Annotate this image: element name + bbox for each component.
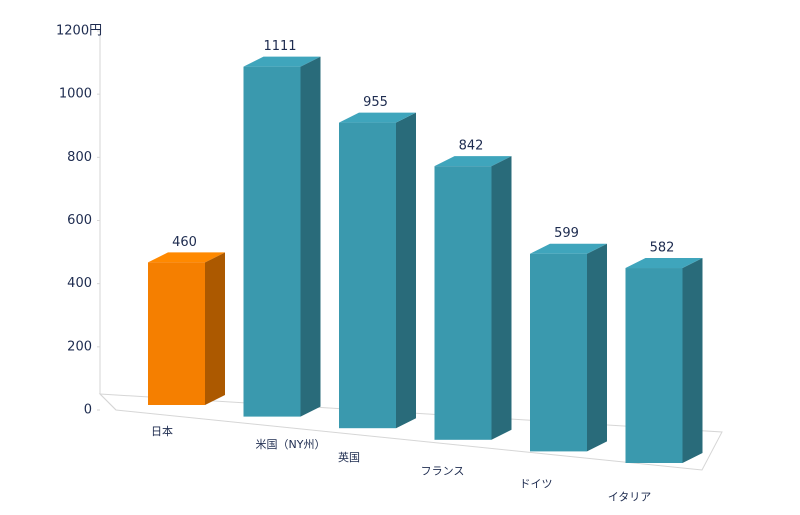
- bar-side: [491, 156, 512, 440]
- y-tick-label: 1200円: [56, 24, 102, 39]
- x-tick-label: 英国: [338, 450, 360, 464]
- bar-top: [148, 252, 225, 263]
- y-tick-label: 600: [67, 213, 92, 228]
- value-label: 1111: [263, 39, 296, 54]
- y-tick-label: 200: [67, 339, 92, 354]
- bar-side: [205, 252, 225, 405]
- bar-side: [300, 56, 321, 417]
- value-label: 842: [459, 139, 484, 154]
- y-tick-label: 1000: [59, 87, 92, 102]
- y-tick-label: 400: [67, 276, 92, 291]
- bar-top: [530, 243, 607, 254]
- bar-top: [339, 112, 416, 123]
- bar: [530, 253, 587, 452]
- bar: [339, 122, 396, 429]
- bar-top: [625, 258, 703, 269]
- bar: [243, 66, 301, 417]
- bar: [625, 268, 683, 463]
- bar-top: [243, 56, 321, 67]
- x-tick-label: 日本: [151, 424, 173, 438]
- bar: [148, 262, 205, 405]
- y-tick-label: 0: [84, 403, 92, 418]
- value-label: 460: [172, 235, 197, 250]
- bar-top: [434, 156, 512, 167]
- value-label: 582: [650, 241, 675, 256]
- bar-side: [682, 258, 703, 463]
- x-tick-label: イタリア: [608, 491, 652, 504]
- value-label: 599: [554, 226, 579, 241]
- y-tick-label: 800: [67, 150, 92, 165]
- x-tick-label: フランス: [421, 464, 465, 477]
- bar-side: [396, 112, 416, 429]
- bar: [434, 166, 492, 440]
- x-tick-label: ドイツ: [520, 477, 553, 490]
- axis-edge: [99, 393, 117, 411]
- value-label: 955: [363, 95, 388, 110]
- x-tick-label: 米国（NY州）: [256, 438, 326, 451]
- bar-side: [587, 243, 607, 452]
